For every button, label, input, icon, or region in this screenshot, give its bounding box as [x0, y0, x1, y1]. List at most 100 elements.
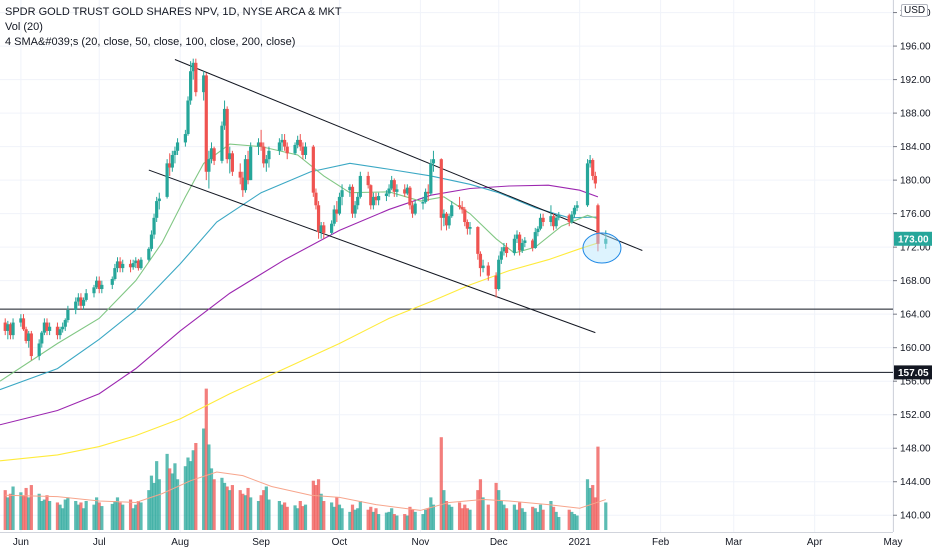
volume-bar [76, 504, 80, 530]
candle-body [486, 265, 490, 276]
volume-bar [58, 504, 62, 530]
volume-bar [319, 493, 323, 530]
annotations[interactable] [582, 232, 622, 264]
candle-body [588, 160, 592, 164]
volume-legend[interactable]: Vol (20) [5, 21, 43, 33]
candle-body [194, 62, 198, 93]
volume-bar [387, 511, 391, 530]
volume-bar [202, 428, 206, 530]
candle-body [366, 175, 370, 186]
candle-body [45, 322, 49, 331]
volume-bar [212, 479, 216, 530]
candle-body [494, 275, 498, 290]
candle-body [118, 261, 122, 269]
volume-bar [228, 490, 232, 530]
volume-bar [246, 487, 250, 530]
volume-bar [243, 495, 248, 530]
candle-body [298, 139, 302, 147]
volume-bar [570, 511, 574, 530]
candle-body [165, 163, 169, 197]
candle-body [74, 301, 78, 310]
current-price-label: 173.00 [898, 234, 929, 245]
candle-body [202, 75, 206, 93]
currency-label[interactable]: USD [901, 4, 929, 17]
volume-bar [444, 501, 449, 530]
volume-bar [170, 473, 174, 530]
volume-bar [277, 501, 281, 530]
volume-bar [3, 490, 7, 530]
volume-bar [61, 508, 65, 530]
volume-bar [332, 506, 336, 530]
candle-body [48, 326, 52, 331]
candle-body [225, 108, 229, 160]
volume-bar [149, 475, 154, 530]
current-price-badge [894, 231, 932, 246]
candle-body [40, 332, 44, 344]
candle-body [246, 159, 250, 181]
volume-bar [110, 503, 114, 530]
trendlines[interactable] [148, 59, 643, 334]
volume-bar [348, 511, 352, 530]
volume-bar [152, 482, 156, 530]
volume-bar [476, 490, 480, 530]
level-price-label: 157.05 [898, 368, 929, 379]
candle-body [319, 225, 323, 233]
candle-body [518, 234, 522, 251]
volume-bar [209, 468, 214, 530]
candle-body [520, 242, 524, 251]
candle-body [536, 228, 540, 233]
volume-bar [42, 499, 46, 530]
volume-bar [63, 499, 67, 530]
price-axis-bg [893, 0, 932, 550]
price-tick-label: 196.00 [900, 42, 931, 53]
volume-bar [405, 515, 409, 530]
volume-bar [575, 515, 579, 530]
volume-bar [8, 493, 13, 530]
candle-body [585, 163, 590, 206]
sma20-line [0, 143, 599, 382]
candle-body [241, 177, 245, 191]
volume-bar [134, 504, 138, 530]
candle-body [113, 268, 117, 279]
candle-body [429, 163, 433, 194]
candle-body [209, 148, 214, 160]
volume-bar [314, 485, 318, 530]
price-tick-label: 192.00 [900, 75, 931, 86]
candle-body [515, 234, 519, 239]
horizontal-levels[interactable] [0, 308, 893, 373]
volume-bar [301, 506, 305, 530]
volume-bar [358, 501, 362, 530]
volume-bar [92, 504, 96, 530]
time-axis[interactable]: Jun Jul Aug Sep Oct Nov Dec 2021 Feb Mar Apr May [0, 532, 932, 550]
volume-bar [533, 508, 537, 530]
candle-body [567, 215, 571, 223]
candle-body [173, 150, 177, 155]
candle-body [463, 209, 467, 223]
grid-lines [0, 0, 894, 532]
symbol-title[interactable]: SPDR GOLD TRUST GOLD SHARES NPV, 1D, NYS… [5, 6, 342, 18]
candle-body [353, 205, 357, 214]
candle-body [481, 265, 485, 269]
volume-bar [374, 508, 378, 530]
candle-body [183, 134, 187, 143]
volume-bar [27, 497, 31, 530]
candle-body [277, 142, 281, 151]
price-tick-label: 140.00 [900, 511, 931, 522]
candle-body [314, 192, 318, 206]
price-axis[interactable]: 200.00196.00192.00188.00184.00180.00176.… [893, 0, 932, 550]
volume-bar [81, 508, 86, 530]
candle-body [523, 240, 527, 243]
sma-legend[interactable]: 4 SMA&#039;s (20, close, 50, close, 100,… [5, 36, 296, 48]
candle-body [604, 238, 608, 244]
candle-body [155, 201, 159, 218]
time-tick-sep: Sep [252, 537, 270, 548]
price-tick-label: 156.00 [900, 377, 931, 388]
candle-body [390, 180, 394, 189]
candle-body [468, 227, 472, 229]
candle-body [115, 261, 120, 269]
volume-bar [518, 502, 522, 530]
candle-body [413, 203, 417, 214]
candle-body [189, 71, 193, 101]
volume-bar [541, 509, 545, 530]
